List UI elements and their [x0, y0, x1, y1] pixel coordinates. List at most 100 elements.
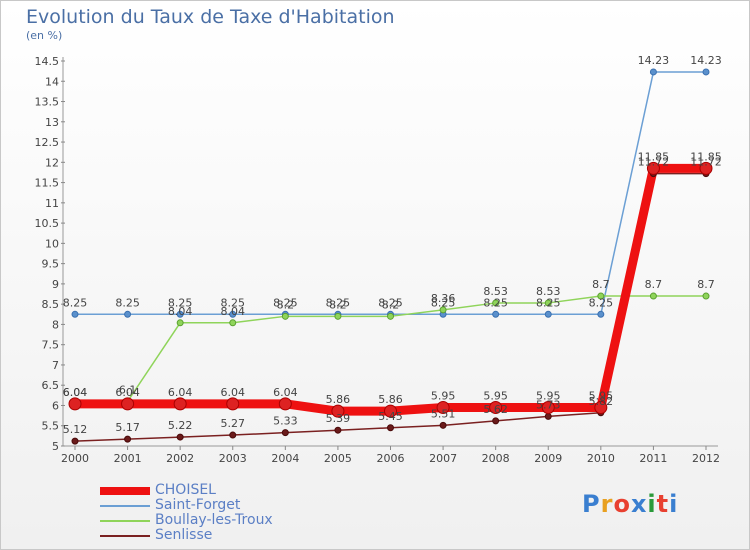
y-tick-label: 8	[52, 318, 59, 331]
data-point	[71, 310, 79, 318]
data-point	[121, 397, 135, 411]
data-point	[331, 404, 345, 418]
data-label: 5.27	[221, 417, 246, 430]
x-tick-label: 2007	[429, 452, 457, 465]
legend-item-senlisse: Senlisse	[100, 527, 350, 543]
y-tick-label: 11.5	[35, 177, 60, 190]
data-label: 5.33	[273, 415, 298, 428]
data-label: 8.25	[378, 296, 403, 309]
data-point	[439, 306, 447, 314]
legend-swatch	[100, 520, 150, 522]
x-tick-label: 2010	[587, 452, 615, 465]
y-tick-label: 5.5	[42, 420, 60, 433]
data-label: 6.04	[115, 386, 140, 399]
data-label: 5.86	[378, 393, 403, 406]
data-point	[71, 437, 79, 445]
y-tick-label: 13.5	[35, 96, 60, 109]
data-point	[387, 312, 394, 320]
data-point	[544, 299, 552, 307]
series-line-choisel	[75, 163, 706, 416]
data-label: 8.25	[431, 296, 456, 309]
data-label: 8.7	[697, 278, 715, 291]
y-tick-label: 8.5	[42, 298, 60, 311]
y-tick-label: 10	[45, 237, 59, 250]
data-label: 6.04	[63, 386, 88, 399]
y-tick-label: 14.5	[35, 55, 60, 68]
y-tick-label: 12	[45, 156, 59, 169]
y-tick-label: 10.5	[35, 217, 60, 230]
data-label: 5.62	[483, 403, 508, 416]
x-tick-label: 2008	[482, 452, 510, 465]
data-label: 5.12	[63, 423, 88, 436]
data-point	[68, 397, 82, 411]
series-line-saint-forget	[75, 71, 706, 316]
data-point	[544, 412, 552, 420]
data-label: 14.23	[690, 54, 722, 67]
data-label: 11.85	[638, 150, 670, 163]
data-point	[699, 161, 713, 175]
x-tick-label: 2003	[219, 452, 247, 465]
data-point	[649, 292, 657, 300]
data-label: 6.04	[168, 386, 193, 399]
legend-swatch	[100, 505, 150, 507]
data-label: 5.95	[483, 390, 508, 403]
data-label: 8.53	[483, 285, 508, 298]
x-tick-label: 2000	[61, 452, 89, 465]
y-tick-label: 6.5	[42, 379, 60, 392]
data-label: 6.04	[221, 386, 246, 399]
data-point	[489, 401, 503, 414]
unit-label: (en %)	[26, 29, 63, 42]
logo-letter: t	[656, 490, 670, 518]
data-point	[176, 310, 184, 318]
data-point	[646, 161, 660, 175]
data-point	[436, 401, 450, 414]
data-label: 8.7	[592, 278, 610, 291]
data-label: 5.82	[589, 395, 614, 408]
data-label: 11.72	[690, 156, 722, 169]
data-point	[229, 431, 237, 439]
y-tick-label: 11	[45, 197, 59, 210]
logo-letter: i	[669, 490, 679, 518]
data-label: 8.36	[431, 292, 456, 305]
data-label: 6.1	[119, 383, 137, 396]
data-point	[439, 421, 447, 429]
data-label: 8.25	[168, 296, 193, 309]
legend-label: Saint-Forget	[155, 497, 241, 513]
logo-letter: i	[647, 490, 657, 518]
legend-swatch	[100, 535, 150, 537]
logo-letter: P	[582, 490, 601, 518]
data-point	[492, 310, 500, 318]
data-label: 14.23	[638, 54, 670, 67]
x-tick-label: 2006	[377, 452, 405, 465]
data-point	[334, 426, 342, 434]
data-label: 5.22	[168, 419, 193, 432]
data-point	[387, 424, 394, 432]
data-label: 8.25	[273, 296, 298, 309]
legend-item-choisel: CHOISEL	[100, 482, 350, 498]
legend-item-saint-forget: Saint-Forget	[100, 497, 350, 513]
data-label: 11.85	[690, 150, 722, 163]
data-label: 5.95	[589, 390, 614, 403]
data-point	[492, 299, 500, 307]
data-point	[173, 397, 187, 411]
y-tick-label: 7	[52, 359, 59, 372]
data-point	[281, 429, 289, 437]
data-point	[702, 68, 710, 76]
data-point	[229, 310, 237, 318]
data-point	[597, 292, 605, 300]
data-label: 8.25	[589, 296, 614, 309]
data-label: 8.25	[536, 296, 561, 309]
data-point	[384, 404, 397, 418]
logo-letter: r	[600, 490, 614, 518]
data-label: 5.95	[431, 390, 456, 403]
y-tick-label: 5	[52, 440, 59, 453]
y-tick-label: 13	[45, 116, 59, 129]
chart-title: Evolution du Taux de Taxe d'Habitation	[26, 6, 395, 28]
data-label: 5.45	[378, 410, 403, 423]
x-tick-label: 2012	[692, 452, 720, 465]
data-label: 8.25	[326, 296, 351, 309]
legend-item-boullay-les-troux: Boullay-les-Troux	[100, 512, 350, 528]
data-label: 5.95	[536, 390, 561, 403]
data-label: 6.04	[63, 386, 88, 399]
